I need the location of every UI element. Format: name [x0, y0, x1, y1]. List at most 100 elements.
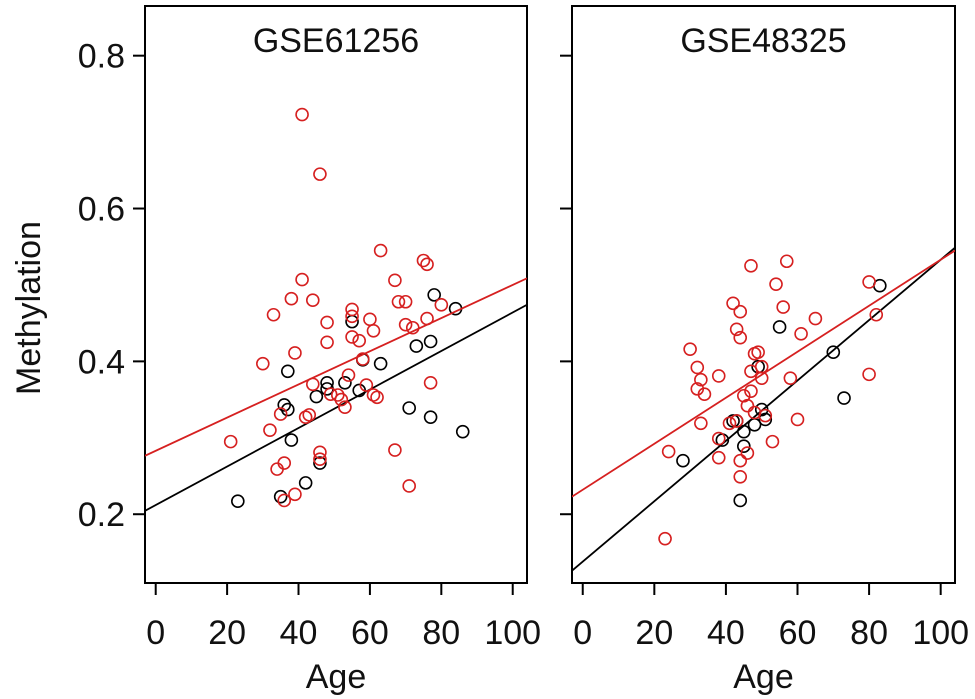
data-point	[313, 167, 327, 181]
data-point	[769, 277, 783, 291]
data-point	[281, 402, 295, 417]
data-point	[338, 375, 352, 390]
x-tick-label: 0	[146, 614, 165, 652]
y-tick-label: 0.4	[78, 343, 125, 381]
data-point	[751, 345, 765, 360]
data-point	[423, 334, 438, 349]
series-1	[145, 107, 527, 508]
data-point	[790, 412, 805, 427]
data-point	[837, 391, 851, 405]
x-axis-title: Age	[733, 658, 794, 696]
data-point	[373, 356, 388, 371]
data-point	[455, 424, 470, 439]
data-point	[373, 243, 388, 258]
data-point	[729, 414, 744, 428]
data-point	[341, 368, 356, 382]
data-point	[366, 388, 381, 402]
data-point	[733, 493, 748, 508]
data-point	[697, 387, 712, 402]
data-point	[391, 294, 406, 309]
x-tick-label: 80	[850, 614, 888, 652]
data-point	[284, 433, 299, 447]
data-point	[359, 378, 374, 392]
data-point	[302, 408, 317, 422]
panel-title: GSE61256	[253, 22, 419, 60]
data-point	[313, 445, 327, 460]
data-point	[744, 384, 758, 398]
data-point	[402, 479, 416, 493]
data-point	[733, 304, 748, 319]
data-point	[740, 398, 755, 413]
data-point	[345, 330, 359, 344]
x-axis-title: Age	[306, 658, 367, 696]
data-point	[744, 259, 758, 273]
regression-line	[145, 303, 527, 512]
data-point	[330, 388, 345, 402]
data-point	[288, 487, 302, 502]
data-point	[323, 387, 338, 402]
data-point	[263, 423, 277, 437]
data-point	[313, 456, 327, 470]
data-point	[427, 288, 441, 302]
data-point	[765, 434, 780, 449]
panel-gse61256: GSE61256 0 20 40 60 80 100 Age 0.2 0.4 0.6 0.8	[78, 5, 541, 696]
data-point	[305, 293, 320, 308]
data-point	[737, 424, 751, 439]
data-point	[758, 412, 773, 427]
data-point	[711, 369, 726, 383]
data-point	[402, 401, 416, 415]
plot-frame	[144, 5, 528, 584]
panel-title: GSE48325	[680, 22, 846, 60]
y-axis-title: Methylation	[10, 221, 48, 395]
data-point	[277, 398, 292, 412]
data-point	[298, 410, 313, 424]
series-1	[572, 249, 955, 546]
data-point	[862, 275, 876, 289]
data-point	[355, 352, 370, 366]
data-point	[733, 453, 748, 468]
x-tick-label: 80	[422, 614, 460, 652]
x-tick-label: 60	[779, 614, 817, 652]
data-point	[266, 307, 281, 322]
data-point	[869, 307, 884, 322]
data-point	[388, 443, 402, 457]
data-point	[370, 390, 384, 405]
data-point	[345, 302, 359, 317]
data-point	[345, 309, 359, 324]
x-tick-label: 100	[484, 614, 541, 652]
data-point	[733, 330, 748, 345]
regression-line	[572, 249, 955, 498]
panel-gse48325: GSE48325 0 20 40 60 80 100 Age	[560, 5, 969, 696]
data-point	[309, 389, 324, 404]
data-point	[434, 298, 449, 312]
regression-line	[145, 277, 527, 457]
data-point	[288, 346, 302, 360]
data-point	[694, 372, 708, 387]
data-point	[808, 311, 823, 326]
data-point	[363, 312, 377, 327]
data-point	[658, 531, 672, 546]
series-0	[145, 288, 527, 512]
data-point	[320, 315, 334, 330]
x-tick-label: 40	[707, 614, 745, 652]
data-point	[711, 450, 726, 465]
data-point	[758, 408, 773, 423]
data-point	[231, 494, 245, 509]
data-point	[423, 410, 438, 424]
y-tick-label: 0.6	[78, 191, 125, 229]
data-point	[423, 375, 438, 390]
data-point	[683, 342, 697, 356]
data-point	[722, 416, 737, 431]
x-tick-label: 100	[912, 614, 969, 652]
data-point	[826, 345, 841, 360]
x-tick-label: 20	[208, 614, 246, 652]
data-point	[740, 446, 755, 460]
data-point	[334, 392, 349, 407]
data-point	[726, 296, 740, 311]
data-point	[388, 273, 402, 288]
data-point	[398, 317, 413, 332]
data-point	[298, 476, 313, 490]
data-point	[398, 294, 413, 309]
y-tick-label: 0.2	[78, 496, 125, 534]
